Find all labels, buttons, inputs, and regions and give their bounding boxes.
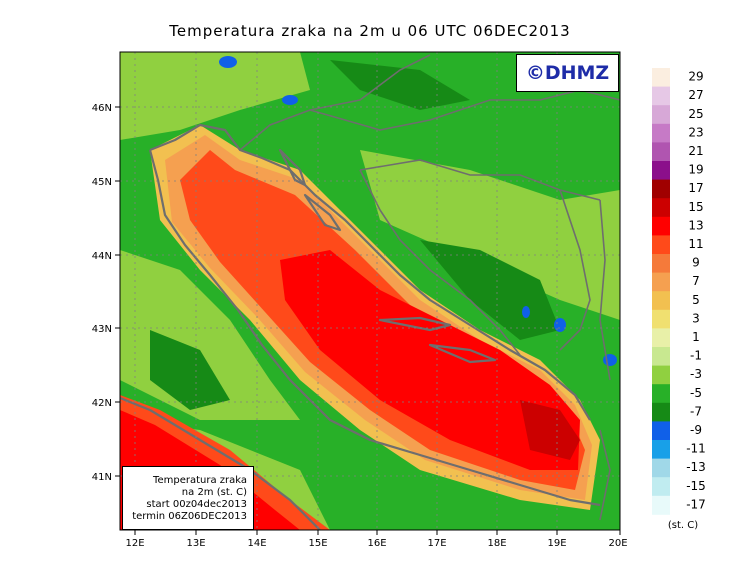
lat-label: 42N xyxy=(92,398,112,409)
north-land-light xyxy=(120,52,310,140)
colorbar-label: -1 xyxy=(690,349,702,363)
dhmz-logo: ©DHMZ xyxy=(516,54,619,92)
colorbar-label: -7 xyxy=(690,404,702,418)
lon-label: 16E xyxy=(367,538,386,549)
lon-label: 19E xyxy=(547,538,566,549)
lat-label: 41N xyxy=(92,472,112,483)
colorbar-label: 3 xyxy=(692,311,700,325)
colorbar-swatch xyxy=(652,235,670,255)
info-box: Temperatura zraka na 2m (st. C) start 00… xyxy=(122,466,254,530)
colorbar-unit: (st. C) xyxy=(668,520,698,531)
colorbar-swatch xyxy=(652,402,670,422)
colorbar-label: 13 xyxy=(688,218,703,232)
colorbar-label: 9 xyxy=(692,256,700,270)
colorbar-swatch xyxy=(652,347,670,366)
colorbar-swatch xyxy=(652,272,670,292)
cold-spot xyxy=(522,306,530,318)
colorbar-swatch xyxy=(652,179,670,199)
info-line: start 00z04dec2013 xyxy=(146,499,247,510)
info-line: Temperatura zraka xyxy=(153,475,247,486)
colorbar-label: 23 xyxy=(688,125,703,139)
lon-label: 14E xyxy=(247,538,266,549)
colorbar-label: -11 xyxy=(686,442,706,456)
bosnia-land-light xyxy=(360,150,620,320)
colorbar-label: 29 xyxy=(688,70,703,84)
colorbar-swatch xyxy=(652,68,670,87)
colorbar-label: 5 xyxy=(692,293,700,307)
colorbar-swatch xyxy=(652,254,670,273)
colorbar-label: -17 xyxy=(686,497,706,511)
colorbar-swatch xyxy=(652,86,670,106)
lon-label: 17E xyxy=(427,538,446,549)
info-line: na 2m (st. C) xyxy=(181,487,247,498)
colorbar-swatch xyxy=(652,123,670,143)
lon-label: 13E xyxy=(186,538,205,549)
temperature-field xyxy=(120,52,620,530)
colorbar-swatch xyxy=(652,365,670,385)
colorbar-swatch xyxy=(652,105,670,125)
lat-label: 43N xyxy=(92,324,112,335)
colorbar-swatch xyxy=(652,477,670,497)
lon-label: 20E xyxy=(608,538,627,549)
sea-warm-core xyxy=(280,250,580,470)
colorbar-swatch xyxy=(652,495,670,515)
colorbar: 29 27 25 23 21 19 17 15 13 11 9 7 5 3 1 -1 -3 -5 -7 -9 -11 -1… xyxy=(652,68,706,515)
colorbar-label: -15 xyxy=(686,479,706,493)
colorbar-swatch xyxy=(652,458,670,478)
colorbar-swatch xyxy=(652,421,670,441)
lat-label: 45N xyxy=(92,177,112,188)
lat-label: 46N xyxy=(92,103,112,114)
colorbar-swatch xyxy=(652,291,670,311)
colorbar-label: -5 xyxy=(690,386,702,400)
latitude-labels: 46N 45N 44N 43N 42N 41N xyxy=(92,103,112,483)
colorbar-swatch xyxy=(652,384,670,404)
colorbar-label: 25 xyxy=(688,107,703,121)
lon-label: 15E xyxy=(308,538,327,549)
longitude-labels: 12E 13E 14E 15E 16E 17E 18E 19E 20E xyxy=(125,538,627,549)
colorbar-swatch xyxy=(652,440,670,459)
colorbar-swatch xyxy=(652,328,670,348)
cold-spot xyxy=(282,95,298,105)
colorbar-swatch xyxy=(652,216,670,236)
colorbar-label: -9 xyxy=(690,423,702,437)
colorbar-label: 17 xyxy=(688,181,703,195)
colorbar-swatch xyxy=(652,309,670,329)
slovenia-dark-green xyxy=(330,60,470,110)
colorbar-swatch xyxy=(652,142,670,162)
apennine-dark-green xyxy=(150,330,230,410)
colorbar-label: -13 xyxy=(686,460,706,474)
cold-spot xyxy=(603,354,617,366)
axis-ticks xyxy=(115,106,621,535)
colorbar-swatch xyxy=(652,198,670,218)
map-frame xyxy=(119,51,621,531)
colorbar-label: 7 xyxy=(692,274,700,288)
coastlines xyxy=(120,123,601,530)
colorbar-label: 11 xyxy=(688,237,703,251)
sea-hot-core xyxy=(520,400,580,460)
country-borders xyxy=(239,54,620,521)
info-line: termin 06Z06DEC2013 xyxy=(132,511,247,522)
colorbar-label: 19 xyxy=(688,163,703,177)
colorbar-label: 15 xyxy=(688,200,703,214)
lon-label: 12E xyxy=(125,538,144,549)
colorbar-label: 1 xyxy=(692,330,700,344)
colorbar-label: 27 xyxy=(688,88,703,102)
colorbar-label: 21 xyxy=(688,144,703,158)
lat-label: 44N xyxy=(92,251,112,262)
map-title: Temperatura zraka na 2m u 06 UTC 06DEC20… xyxy=(169,22,571,40)
cold-spot xyxy=(219,56,237,68)
colorbar-label: -3 xyxy=(690,367,702,381)
graticule xyxy=(120,52,620,530)
colorbar-swatch xyxy=(652,161,670,180)
cold-spot xyxy=(554,318,566,332)
lon-label: 18E xyxy=(487,538,506,549)
